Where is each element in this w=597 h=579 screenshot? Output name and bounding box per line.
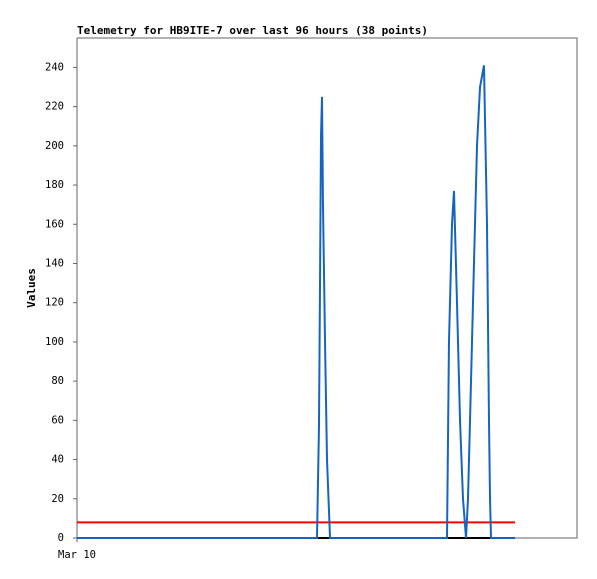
y-tick-label: 240 (45, 61, 64, 73)
y-tick-label: 60 (51, 414, 64, 426)
x-tick-label: Mar 10 (58, 549, 96, 561)
series-line (77, 65, 516, 539)
y-tick-label: 160 (45, 218, 64, 230)
y-tick-label: 200 (45, 140, 64, 152)
y-tick-label: 20 (51, 493, 64, 505)
y-axis-label: Values (25, 268, 38, 308)
y-tick-label: 180 (45, 179, 64, 191)
y-tick-label: 80 (51, 375, 64, 387)
y-tick-label: 0 (58, 532, 64, 544)
chart-title: Telemetry for HB9ITE-7 over last 96 hour… (77, 24, 428, 37)
y-tick-label: 120 (45, 297, 64, 309)
y-tick-label: 140 (45, 257, 64, 269)
y-tick-label: 40 (51, 454, 64, 466)
y-tick-label: 220 (45, 101, 64, 113)
y-tick-label: 100 (45, 336, 64, 348)
